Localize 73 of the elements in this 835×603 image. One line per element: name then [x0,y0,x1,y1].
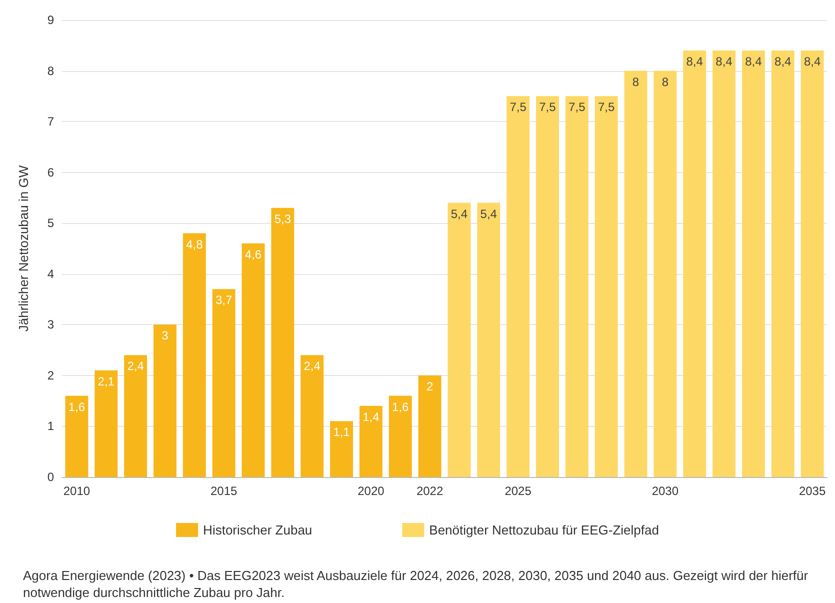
bar [624,70,648,477]
bar [683,50,706,477]
x-tick-label: 2020 [358,484,385,498]
y-tick-label: 2 [47,368,54,382]
y-tick-label: 5 [47,216,54,230]
data-label: 2 [426,379,434,394]
bar [654,70,677,477]
data-label: 5,4 [450,206,468,221]
data-label: 8,4 [804,54,821,68]
bar [536,96,559,477]
bar [182,233,206,477]
data-label: 8,4 [745,54,762,68]
data-label: 8,4 [716,54,733,68]
data-label: 1,4 [362,410,380,424]
bar [712,50,736,477]
bar [418,375,442,477]
bar [565,96,588,477]
data-label: 7,5 [510,100,527,114]
data-label: 1,6 [68,400,86,414]
bar [506,96,530,477]
bar [65,396,88,477]
data-label: 8,4 [686,54,704,68]
y-tick-label: 7 [47,114,54,129]
x-tick-label: 2025 [504,484,532,498]
bar [242,243,265,477]
data-label: 3,7 [215,293,232,308]
x-tick-label: 2035 [798,484,826,498]
text: Agora Energiewende (2023) • Das EEG2023 weist Ausbauziele für 2024, 2026, 2028, 2030, 2035 und 2040 aus. Gezeigt wird der hierfür notwendige durchschnittliche Zubau pro Jahr. [23,568,812,600]
data-label: 8 [662,74,669,89]
bar [594,96,618,477]
data-label: 4,6 [244,247,262,262]
data-label: 8,4 [774,54,792,68]
legend-label: Benötigter Nettozubau für EEG-Zielpfad [429,522,659,538]
bar [800,50,824,477]
bar [212,289,236,477]
x-tick-label: 2010 [63,484,90,498]
y-tick-label: 0 [47,470,54,484]
x-tick-label: 2015 [210,484,238,498]
bar [388,396,412,477]
data-label: 2,1 [98,374,115,388]
data-label: 7,5 [598,100,615,114]
data-label: 2,4 [304,359,321,374]
y-tick-label: 8 [47,64,54,78]
bar [771,50,794,477]
bar [330,421,353,477]
y-tick-label: 3 [47,318,54,332]
y-tick-label: 6 [47,165,54,180]
legend-label: Historischer Zubau [203,522,312,538]
y-tick-label: 4 [47,266,54,281]
bar [300,355,324,477]
x-tick-label: 2030 [652,484,679,498]
bar [477,202,500,477]
data-label: 2,4 [127,359,144,374]
data-label: 7,5 [568,100,586,114]
bar [94,370,118,477]
bar [154,324,176,477]
bar [124,355,148,477]
data-label: 5,4 [480,206,498,221]
data-label: 3 [162,328,169,343]
bar [271,208,294,477]
data-label: 8 [632,74,640,89]
data-label: 5,3 [274,212,292,226]
y-axis-title: Jährlicher Nettozubau in GW [16,164,31,332]
bar [742,50,765,477]
data-label: 1,1 [333,425,350,440]
y-tick-label: 1 [47,419,54,434]
bar [448,202,471,477]
data-label: 4,8 [186,237,204,252]
x-tick-label: 2022 [416,484,444,498]
data-label: 7,5 [539,100,556,114]
y-tick-label: 9 [47,13,54,27]
data-label: 1,6 [392,400,410,414]
bar [359,406,382,477]
